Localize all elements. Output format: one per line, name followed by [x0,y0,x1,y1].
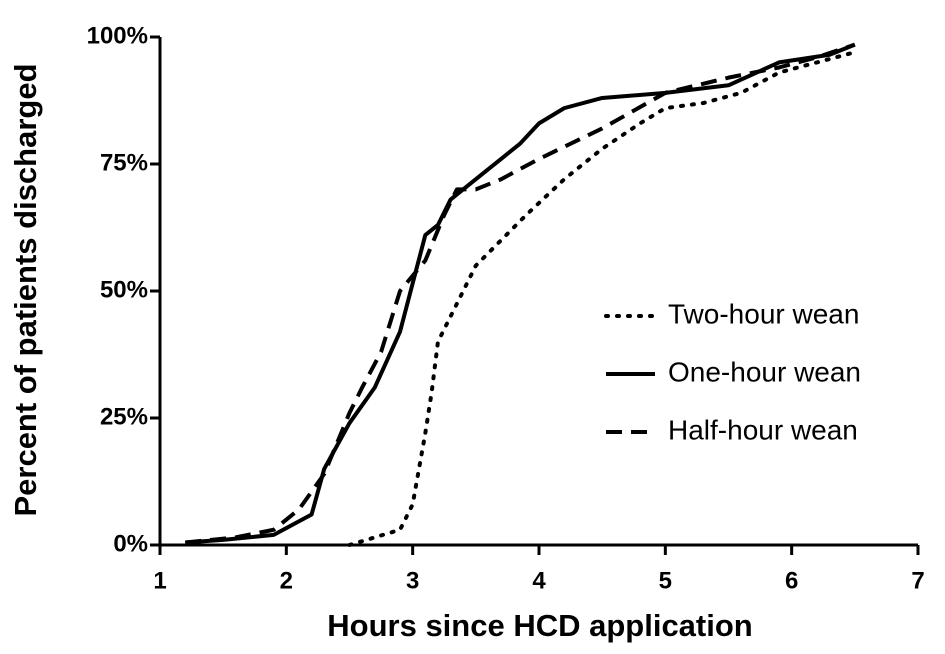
y-tick-label: 50% [100,276,148,303]
y-tick-label: 100% [87,22,148,49]
x-tick-label: 1 [153,567,166,594]
y-tick-label: 75% [100,149,148,176]
x-tick-label: 7 [911,567,924,594]
y-tick-label: 25% [100,403,148,430]
x-tick-label: 6 [785,567,798,594]
x-tick-label: 3 [406,567,419,594]
x-tick-label: 2 [280,567,293,594]
x-axis-title: Hours since HCD application [327,608,752,643]
line-series [347,50,857,547]
x-tick-label: 4 [532,567,546,594]
line-series [185,42,856,545]
y-tick-label: 0% [113,530,148,557]
legend-label: Two-hour wean [668,298,859,329]
legend-label: Half-hour wean [668,414,858,445]
y-axis-title: Percent of patients discharged [8,63,43,516]
legend-label: One-hour wean [668,356,861,387]
x-tick-label: 5 [659,567,672,594]
line-series [185,42,856,545]
